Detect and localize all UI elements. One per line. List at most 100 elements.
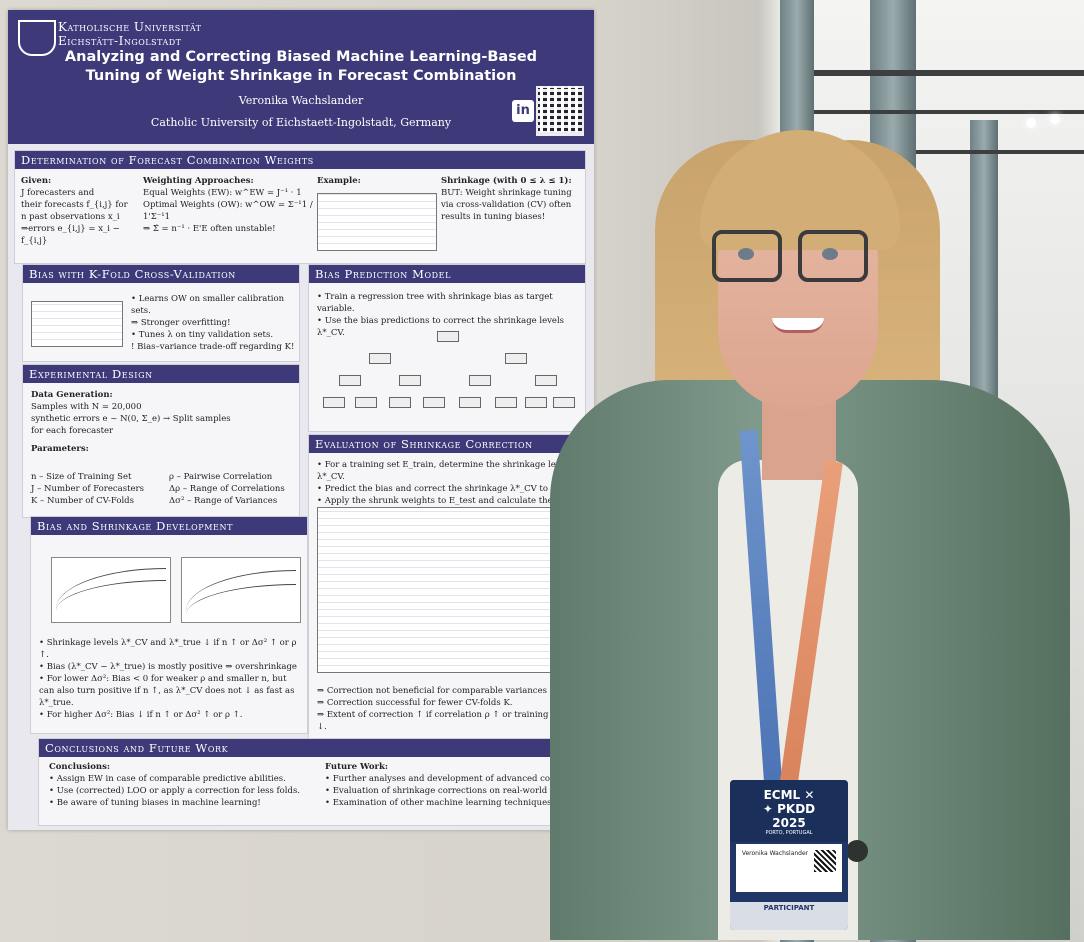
pillar <box>970 120 998 420</box>
tree-node <box>535 375 557 386</box>
badge-line: ✦ PKDD <box>762 802 816 816</box>
section-development: Bias and Shrinkage Development • Shrinka… <box>30 516 308 734</box>
development-item: • For higher Δσ²: Bias ↓ if n ↑ or Δσ² ↑… <box>39 710 243 720</box>
tree-node <box>437 331 459 342</box>
development-text: • Shrinkage levels λ*_CV and λ*_true ↓ i… <box>39 637 303 721</box>
experimental-text: Data Generation: Samples with N = 20,000… <box>31 389 293 455</box>
tree-node <box>399 375 421 386</box>
tree-node <box>505 353 527 364</box>
ceiling-beam <box>916 150 1084 154</box>
kfold-item: • Learns OW on smaller calibration sets. <box>131 294 285 316</box>
evaluation-conclusion: ⇒ Correction not beneficial for comparab… <box>317 686 562 696</box>
given-item: their forecasts f_{i,j} for <box>21 200 128 210</box>
params-left: n – Size of Training Set J – Number of F… <box>31 471 161 507</box>
future-item: • Further analyses and development of ad… <box>325 774 581 784</box>
conclusions-label: Conclusions: <box>49 762 110 772</box>
eye <box>822 248 838 260</box>
badge-year: 2025 <box>772 816 806 830</box>
badge-city: PORTO, PORTUGAL <box>765 830 813 836</box>
section-title: Determination of Forecast Combination We… <box>15 151 585 169</box>
param-item: Δσ² – Range of Variances <box>169 496 278 506</box>
badge-card: Veronika Wachslander <box>736 844 842 892</box>
ceiling-lamp <box>1026 118 1036 128</box>
glasses-icon <box>712 230 782 282</box>
data-gen-item: Samples with N = 20,000 <box>31 402 142 412</box>
future-item: • Evaluation of shrinkage corrections on… <box>325 786 581 796</box>
evaluation-text: • For a training set E_train, determine … <box>317 459 581 507</box>
param-item: K – Number of CV-Folds <box>31 496 134 506</box>
badge-name: Veronika Wachslander <box>741 850 809 857</box>
evaluation-item: • For a training set E_train, determine … <box>317 460 569 482</box>
kfold-item: ! Bias–variance trade-off regarding K! <box>131 342 295 352</box>
ceiling-beam <box>814 70 1084 76</box>
title-line: Analyzing and Correcting Biased Machine … <box>64 49 538 65</box>
weighting-label: Weighting Approaches: <box>143 176 254 186</box>
conclusion-item: • Use (corrected) LOO or apply a correct… <box>49 786 301 796</box>
future-work-label: Future Work: <box>325 762 389 772</box>
plot-curve <box>56 580 166 611</box>
mse-results-table <box>317 507 577 673</box>
kfold-item: • Tunes λ on tiny validation sets. <box>131 330 274 340</box>
section-bias-prediction: Bias Prediction Model • Train a regressi… <box>308 264 586 432</box>
section-evaluation: Evaluation of Shrinkage Correction • For… <box>308 434 586 744</box>
evaluation-conclusion: ⇒ Extent of correction ↑ if correlation … <box>317 710 576 732</box>
smile <box>772 318 824 333</box>
bias-prediction-text: • Train a regression tree with shrinkage… <box>317 291 579 339</box>
param-item: Δρ – Range of Correlations <box>169 484 285 494</box>
tree-node <box>469 375 491 386</box>
badge-role: PARTICIPANT <box>730 902 848 930</box>
data-gen-item: for each forecaster <box>31 426 114 436</box>
development-item: • Bias (λ*_CV − λ*_true) is mostly posit… <box>39 662 297 672</box>
weighting-item: ⇒ Σ̂ = n⁻¹ · E'E often unstable! <box>143 224 276 234</box>
conclusion-item: • Be aware of tuning biases in machine l… <box>49 798 261 808</box>
presenter-person: ECML ✕ ✦ PKDD 2025 PORTO, PORTUGAL Veron… <box>540 130 1084 942</box>
kfold-diagram <box>31 301 123 347</box>
given-label: Given: <box>21 176 52 186</box>
evaluation-item: • Predict the bias and correct the shrin… <box>317 484 579 494</box>
future-item: • Examination of other machine learning … <box>325 798 581 808</box>
section-title: Bias and Shrinkage Development <box>31 517 307 535</box>
evaluation-conclusion: ⇒ Correction successful for fewer CV-fol… <box>317 698 513 708</box>
shrinkage-plot-right <box>181 557 301 623</box>
evaluation-conclusions: ⇒ Correction not beneficial for comparab… <box>317 685 581 733</box>
section-title: Conclusions and Future Work <box>39 739 585 757</box>
university-logo-icon <box>18 20 56 56</box>
bias-prediction-item: • Train a regression tree with shrinkage… <box>317 292 553 314</box>
ceiling-beam <box>814 110 1084 114</box>
shrinkage-plot-left <box>51 557 171 623</box>
kfold-text: • Learns OW on smaller calibration sets.… <box>131 293 297 353</box>
poster-author: Veronika Wachslander <box>238 94 364 107</box>
example-label: Example: <box>317 176 361 186</box>
kfold-item: ⇒ Stronger overfitting! <box>131 318 231 328</box>
evaluation-item: • Apply the shrunk weights to E_test and… <box>317 496 579 506</box>
tree-node <box>389 397 411 408</box>
data-gen-label: Data Generation: <box>31 390 113 400</box>
params-right: ρ – Pairwise Correlation Δρ – Range of C… <box>169 471 295 507</box>
development-item: • Shrinkage levels λ*_CV and λ*_true ↓ i… <box>39 638 297 660</box>
ceiling-lamp <box>1050 114 1060 124</box>
poster-title: Analyzing and Correcting Biased Machine … <box>8 48 594 86</box>
bias-prediction-item: • Use the bias predictions to correct th… <box>317 316 565 338</box>
poster-affiliation: Catholic University of Eichstaett-Ingols… <box>150 116 452 129</box>
given-item: J forecasters and <box>21 188 95 198</box>
university-line: Eichstätt-Ingolstadt <box>58 34 182 48</box>
weighting-item: Optimal Weights (OW): w^OW = Σ⁻¹1 / 1'Σ⁻… <box>143 200 313 222</box>
poster-header: Katholische Universität Eichstätt-Ingols… <box>8 10 594 144</box>
regression-tree-diagram <box>319 327 575 423</box>
tree-node <box>459 397 481 408</box>
weighting-item: Equal Weights (EW): w^EW = J⁻¹ · 1 <box>143 188 302 198</box>
param-item: ρ – Pairwise Correlation <box>169 472 273 482</box>
shrinkage-text: Shrinkage (with 0 ≤ λ ≤ 1): BUT: Weight … <box>441 175 581 223</box>
section-title: Bias with K-Fold Cross-Validation <box>23 265 299 283</box>
tree-node <box>369 353 391 364</box>
section-title: Evaluation of Shrinkage Correction <box>309 435 585 453</box>
tree-node <box>525 397 547 408</box>
blazer-button <box>846 840 868 862</box>
qr-code-overlay <box>536 86 580 132</box>
badge-line: ECML ✕ <box>763 788 815 802</box>
conclusion-item: • Assign EW in case of comparable predic… <box>49 774 286 784</box>
section-determination: Determination of Forecast Combination We… <box>14 150 586 264</box>
eye <box>738 248 754 260</box>
tree-node <box>553 397 575 408</box>
